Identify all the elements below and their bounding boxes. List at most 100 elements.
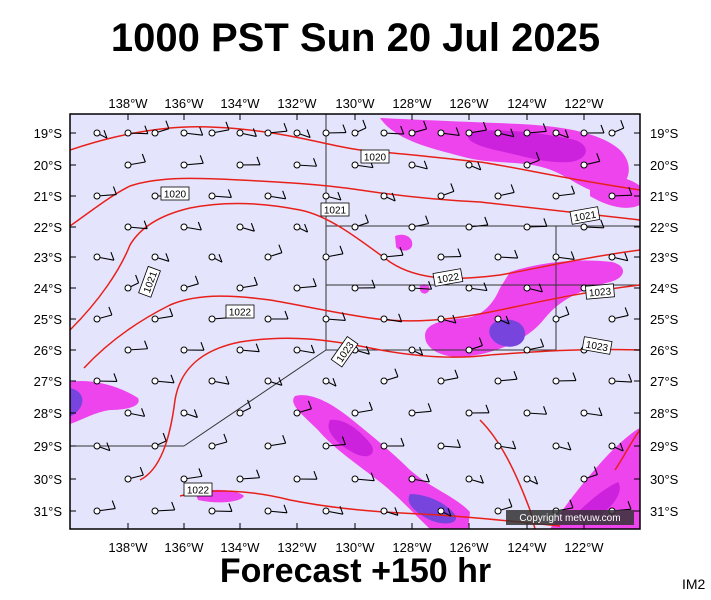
lon-label-top: 130°W <box>335 96 375 111</box>
lat-label-right: 25°S <box>650 312 679 327</box>
isobar-label: 1023 <box>581 336 613 355</box>
rain-area <box>70 388 83 416</box>
wind-barb <box>523 152 540 169</box>
wind-barb <box>180 126 204 137</box>
lat-label-right: 19°S <box>650 126 679 141</box>
isobar-line <box>70 202 640 331</box>
lat-label-right: 26°S <box>650 343 679 358</box>
isobar-line <box>139 337 640 481</box>
wind-barb <box>151 253 170 262</box>
wind-barb <box>494 498 513 515</box>
wind-barb <box>523 283 543 293</box>
isobar-line <box>614 429 640 471</box>
lon-label-bottom: 130°W <box>335 540 375 555</box>
wind-barb <box>322 191 342 201</box>
wind-barb <box>437 248 462 261</box>
lat-label-right: 27°S <box>650 374 679 389</box>
lon-label-top: 128°W <box>392 96 432 111</box>
wind-barb <box>293 158 318 169</box>
wind-barb <box>408 215 430 231</box>
wind-barb <box>180 468 203 483</box>
wind-barb <box>408 160 428 170</box>
wind-barb <box>264 377 283 386</box>
lon-label-bottom: 128°W <box>392 540 432 555</box>
wind-barb <box>151 120 170 137</box>
lat-label-left: 22°S <box>34 220 63 235</box>
wind-barb <box>608 373 633 385</box>
wind-barb <box>322 245 344 261</box>
wind-barb <box>608 186 633 200</box>
wind-barb <box>124 153 146 169</box>
wind-barb <box>408 346 424 356</box>
lat-label-left: 26°S <box>34 343 63 358</box>
wind-barb <box>293 471 318 483</box>
wind-barb <box>236 276 258 292</box>
wind-barb <box>494 249 519 261</box>
wind-barb <box>608 119 625 137</box>
wind-barb <box>322 436 346 450</box>
wind-barb <box>151 374 175 385</box>
wind-barb <box>523 475 539 485</box>
wind-barb <box>208 375 230 385</box>
wind-barb <box>264 122 288 137</box>
lat-label-left: 28°S <box>34 406 63 421</box>
wind-barb <box>580 219 605 231</box>
isobar-line <box>83 284 640 369</box>
lon-label-top: 134°W <box>220 96 260 111</box>
wind-barb <box>124 125 149 137</box>
isobar-label: 1022 <box>432 268 464 287</box>
wind-barb <box>180 155 204 169</box>
isobar-line <box>179 490 561 527</box>
svg-text:1021: 1021 <box>324 206 347 217</box>
svg-text:1023: 1023 <box>585 340 609 355</box>
lat-label-right: 23°S <box>650 250 679 265</box>
wind-barb <box>380 507 399 516</box>
wind-barb <box>293 278 317 292</box>
wind-barb <box>380 368 399 385</box>
wind-barb <box>494 440 517 450</box>
lat-label-left: 19°S <box>34 126 63 141</box>
lon-label-bottom: 126°W <box>449 540 489 555</box>
wind-barb <box>552 372 577 385</box>
wind-barb <box>523 406 548 417</box>
wind-barb <box>465 337 483 354</box>
wind-barb <box>380 192 396 202</box>
wind-barb <box>494 128 515 138</box>
wind-barb <box>494 315 510 325</box>
lon-label-top: 132°W <box>277 96 317 111</box>
forecast-label: Forecast +150 hr <box>219 552 492 590</box>
wind-barb <box>208 433 228 450</box>
map-axes: 138°W 138°W 136°W 136°W 134°W 134°W 132°W 132°W… <box>34 96 679 555</box>
lat-label-right: 29°S <box>650 439 679 454</box>
wind-barb <box>124 274 140 292</box>
isobar-label: 1023 <box>585 283 615 300</box>
wind-barbs <box>93 119 633 517</box>
svg-text:1022: 1022 <box>229 308 252 319</box>
wind-barb <box>380 125 405 137</box>
lat-label-left: 31°S <box>34 504 63 519</box>
wind-barb <box>580 153 601 169</box>
lat-label-left: 20°S <box>34 158 63 173</box>
wind-barb <box>552 251 575 261</box>
wind-barb <box>322 505 344 515</box>
lon-label-top: 136°W <box>164 96 204 111</box>
wind-barb <box>124 408 146 417</box>
wind-barb <box>180 275 199 292</box>
wind-barb <box>408 281 433 292</box>
wind-barb <box>351 119 367 137</box>
wind-barb <box>124 466 144 483</box>
wind-barb <box>322 312 346 323</box>
wind-barb <box>236 469 261 483</box>
wind-barb <box>408 403 432 417</box>
rain-area <box>70 380 139 424</box>
lat-label-left: 27°S <box>34 374 63 389</box>
rain-area <box>489 319 525 347</box>
rain-area <box>467 130 586 163</box>
wind-barb <box>552 129 569 139</box>
wind-barb <box>208 121 230 137</box>
rain-area <box>395 234 413 251</box>
wind-barb <box>236 343 260 354</box>
wind-barb <box>465 474 484 484</box>
wind-barb <box>264 190 287 200</box>
